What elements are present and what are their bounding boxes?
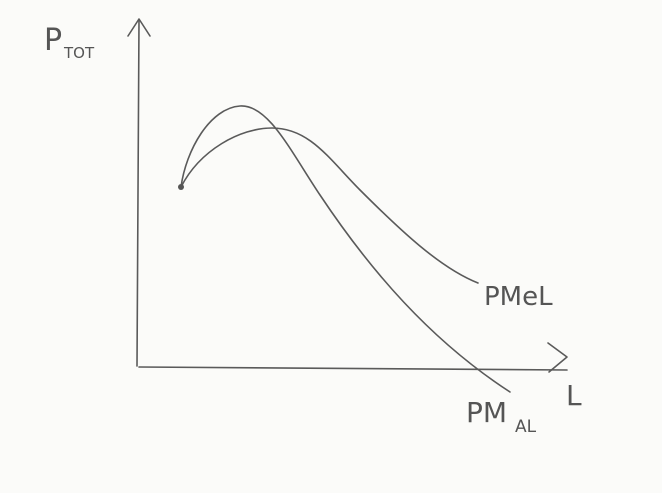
x-axis-arrow: [547, 342, 568, 373]
start-point: [178, 184, 184, 190]
curve-pmal: [180, 105, 511, 393]
y-axis-arrow: [127, 18, 151, 37]
x-axis: [138, 366, 568, 371]
x-axis-label: L: [566, 379, 582, 412]
curve-label: PM: [466, 396, 507, 429]
curve-label-subscript: AL: [515, 417, 537, 437]
y-axis: [136, 19, 140, 367]
y-axis-label: P: [44, 23, 62, 58]
y-axis-subscript: TOT: [63, 44, 95, 62]
curve-pmel: [180, 127, 479, 284]
curve-label: PMeL: [484, 282, 553, 312]
